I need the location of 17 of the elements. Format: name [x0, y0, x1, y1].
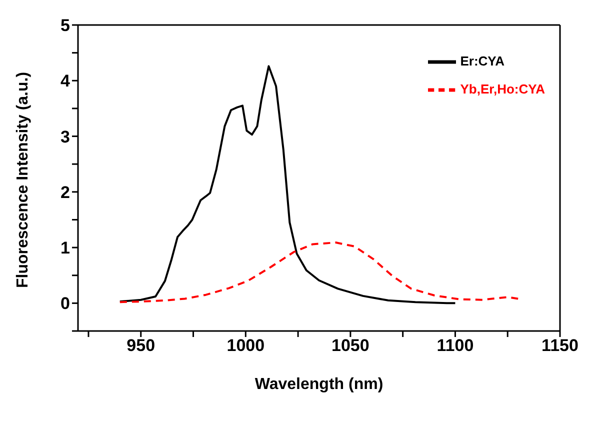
x-axis-title: Wavelength (nm)	[254, 376, 384, 393]
x-tick-label: 950	[126, 336, 156, 356]
legend-label: Yb,Er,Ho:CYA	[460, 81, 545, 96]
x-tick-label: 1150	[542, 336, 578, 356]
x-tick-label: 1050	[332, 336, 370, 356]
y-tick-label: 2	[60, 182, 70, 202]
y-tick-label: 3	[60, 127, 70, 146]
line-series	[118, 242, 520, 304]
y-axis-title: Fluorescence Intensity (a.u.)	[14, 72, 32, 288]
line-series	[118, 65, 456, 304]
legend-label: Er:CYA	[460, 53, 505, 68]
y-tick-label: 5	[60, 16, 70, 36]
x-tick-label: 1100	[436, 336, 474, 356]
x-tick-label: 1000	[226, 336, 265, 356]
y-tick-label: 1	[60, 238, 70, 258]
y-tick-label: 0	[60, 294, 70, 314]
y-tick-label: 4	[60, 72, 71, 91]
